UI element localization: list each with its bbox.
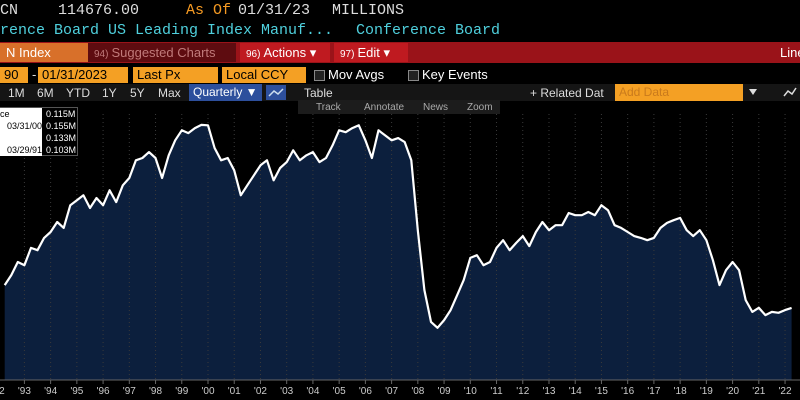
range-button[interactable]: 5Y xyxy=(130,86,145,100)
start-date[interactable]: 90 xyxy=(0,67,28,83)
field[interactable]: Last Px xyxy=(133,67,218,83)
chart-type[interactable]: Line xyxy=(780,45,800,60)
tool-bar xyxy=(298,100,500,114)
x-tick-label: '19 xyxy=(700,386,713,397)
x-tick-label: '11 xyxy=(490,386,503,397)
area-fill xyxy=(4,124,792,381)
x-tick-label: '10 xyxy=(464,386,477,397)
x-tick-label: '92 xyxy=(0,386,5,397)
dash: - xyxy=(32,67,37,82)
key-events-checkbox[interactable] xyxy=(408,70,419,81)
legend-value: 0.115M xyxy=(46,109,76,119)
x-tick-label: '16 xyxy=(621,386,634,397)
legend-label: 03/31/00 xyxy=(0,120,42,132)
legend-value: 0.155M xyxy=(46,121,77,131)
range-button[interactable]: 1M xyxy=(8,86,25,100)
x-tick-label: '97 xyxy=(123,386,136,397)
chart-icon[interactable] xyxy=(266,85,286,100)
x-tick-label: '07 xyxy=(385,386,398,397)
related-data[interactable]: + Related Dat xyxy=(530,86,604,100)
x-tick-label: '21 xyxy=(752,386,765,397)
legend-value: 0.103M xyxy=(46,145,77,155)
x-tick-label: '20 xyxy=(726,386,739,397)
x-tick-label: '08 xyxy=(411,386,424,397)
range-button[interactable]: Max xyxy=(158,86,181,100)
x-tick-label: '15 xyxy=(595,386,608,397)
x-tick-label: '04 xyxy=(306,386,319,397)
range-button[interactable]: 1Y xyxy=(102,86,117,100)
legend-value: 0.133M xyxy=(46,133,77,143)
description: rence Board US Leading Index Manuf... xyxy=(0,22,334,39)
x-tick-label: '06 xyxy=(359,386,372,397)
x-tick-label: '98 xyxy=(149,386,162,397)
mov-avgs: Mov Avgs xyxy=(328,67,385,82)
security[interactable]: N Index xyxy=(0,43,88,62)
units: MILLIONS xyxy=(332,2,405,19)
source: Conference Board xyxy=(356,22,501,39)
legend-swatch xyxy=(0,132,42,144)
button-label: Actions ▾ xyxy=(263,45,317,60)
as-of-date: 01/31/23 xyxy=(238,2,311,19)
x-tick-label: '17 xyxy=(647,386,660,397)
price: 114676.00 xyxy=(58,2,140,19)
tool[interactable]: Annotate xyxy=(364,102,405,113)
mov-avgs-checkbox[interactable] xyxy=(314,70,325,81)
ticker: WCN xyxy=(0,2,19,19)
add-data[interactable]: Add Data xyxy=(615,84,743,101)
key-events: Key Events xyxy=(422,67,488,82)
button-number: 96) xyxy=(246,49,261,60)
line xyxy=(3,123,792,329)
x-tick-label: '01 xyxy=(228,386,241,397)
x-tick-label: '22 xyxy=(779,386,792,397)
x-tick-label: '96 xyxy=(97,386,110,397)
x-tick-label: '12 xyxy=(516,386,529,397)
x-tick-label: '95 xyxy=(70,386,83,397)
edit[interactable]: 97) Edit ▾ xyxy=(334,43,408,62)
chart-icon[interactable] xyxy=(782,85,798,100)
suggested-charts[interactable]: 94) Suggested Charts xyxy=(88,43,236,62)
actions[interactable]: 96) Actions ▾ xyxy=(240,43,330,62)
tool[interactable]: News xyxy=(423,102,449,113)
x-tick-label: '94 xyxy=(44,386,57,397)
tool[interactable]: Track xyxy=(316,102,341,113)
x-tick-label: '93 xyxy=(18,386,31,397)
table-button[interactable]: Table xyxy=(304,86,333,100)
x-tick-label: '02 xyxy=(254,386,267,397)
x-tick-label: '13 xyxy=(542,386,555,397)
x-tick-label: '14 xyxy=(569,386,582,397)
x-tick-label: '05 xyxy=(333,386,346,397)
x-tick-label: '99 xyxy=(175,386,188,397)
button-label: Edit ▾ xyxy=(357,45,390,60)
legend-label: 03/29/91 xyxy=(0,144,42,156)
button-number: 94) xyxy=(94,49,109,60)
as-of-label: As Of xyxy=(186,2,232,19)
x-tick-label: '09 xyxy=(438,386,451,397)
x-tick-label: '18 xyxy=(674,386,687,397)
currency[interactable]: Local CCY xyxy=(222,67,306,83)
dropdown-arrow[interactable] xyxy=(748,88,758,96)
x-tick-label: '00 xyxy=(201,386,214,397)
button-label: Suggested Charts xyxy=(111,45,216,60)
legend-label: ce xyxy=(0,108,42,120)
range-button[interactable]: 6M xyxy=(37,86,54,100)
range-button[interactable]: YTD xyxy=(66,86,90,100)
end-date[interactable]: 01/31/2023 xyxy=(38,67,128,83)
x-tick-label: '03 xyxy=(280,386,293,397)
button-number: 97) xyxy=(340,49,355,60)
tool[interactable]: Zoom xyxy=(467,102,493,113)
frequency[interactable]: Quarterly ▼ xyxy=(189,84,262,101)
